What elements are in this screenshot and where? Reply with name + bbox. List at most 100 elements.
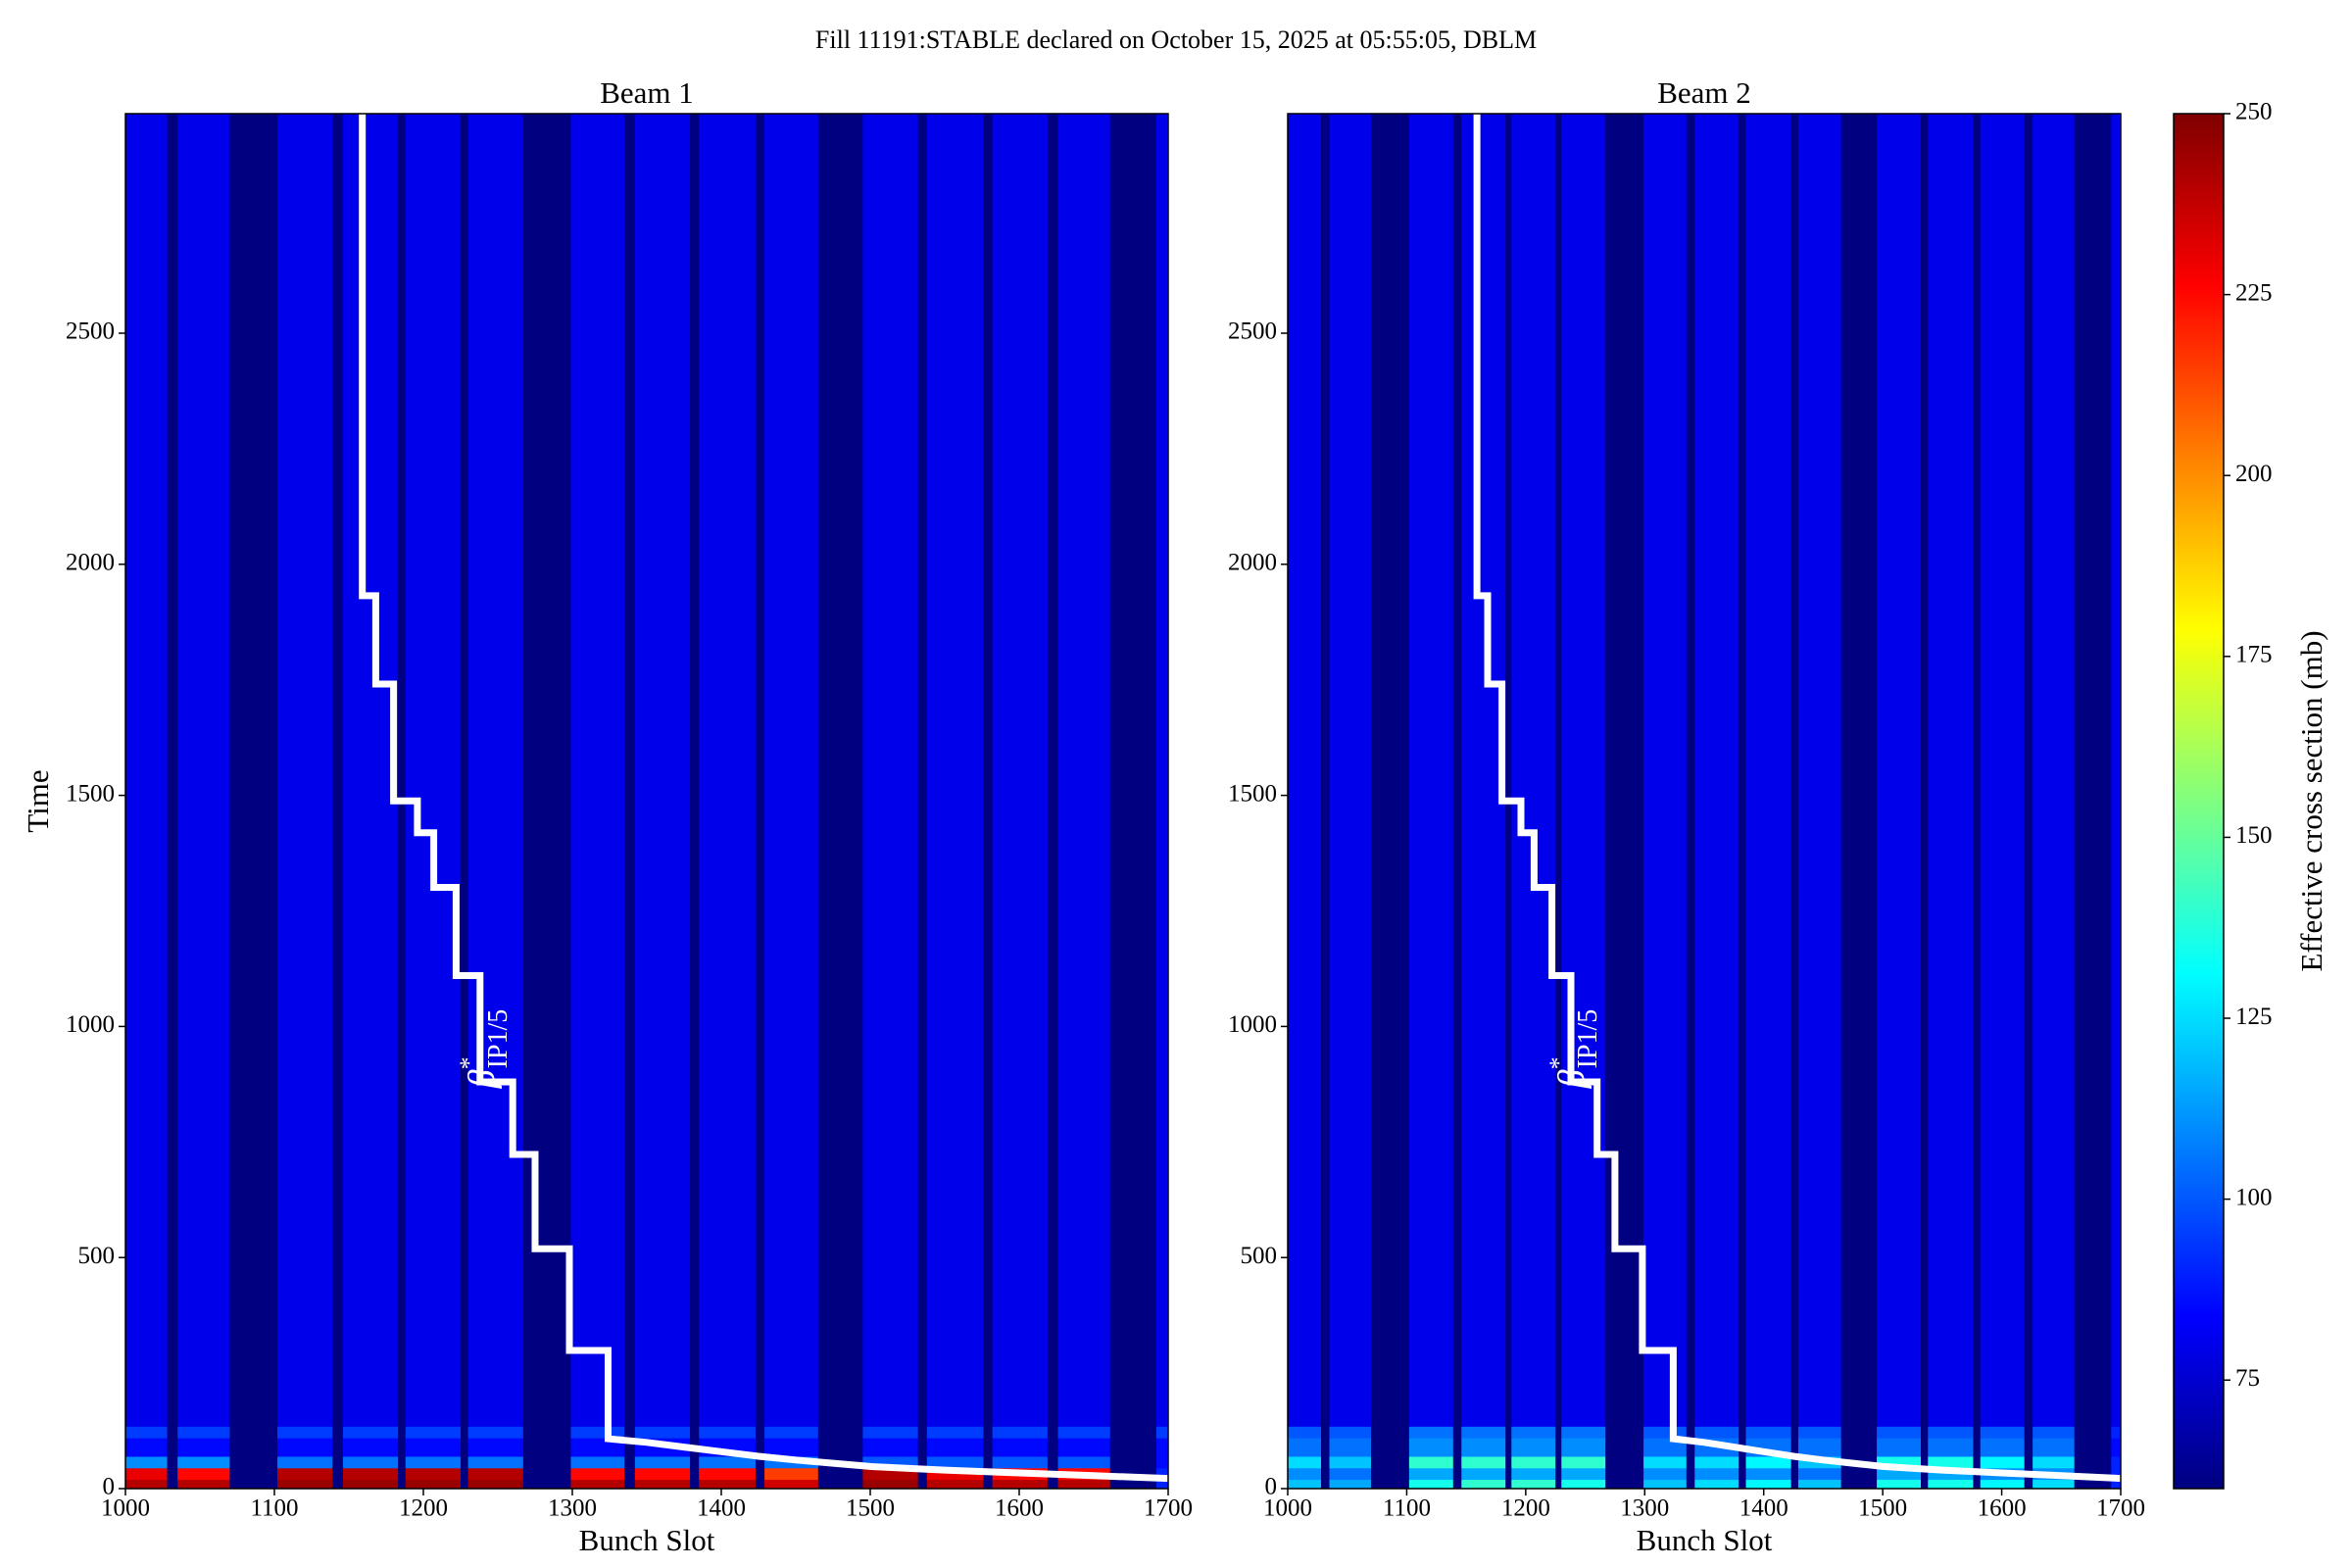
heatmap-cell [699,114,757,1427]
heatmap-cell [1155,114,1169,1427]
heatmap-cell [277,114,333,1427]
heatmap-cell [1511,114,1556,1427]
y-tick-label: 1000 [1228,1011,1277,1038]
figure-title: Fill 11191:STABLE declared on October 15… [815,25,1537,54]
heatmap-cell [2024,1455,2034,1469]
heatmap-cell [405,114,462,1427]
heatmap-cell [177,1479,230,1490]
heatmap-cell [2074,1426,2112,1439]
heatmap-cell [332,1455,344,1469]
heatmap-cell [342,1455,399,1469]
heatmap-cell [229,1467,278,1481]
heatmap-cell [634,1455,691,1469]
heatmap-cell [983,1479,994,1490]
heatmap-cell [1047,1479,1059,1490]
heatmap-cell [1790,1455,1799,1469]
heatmap-cell [1155,1438,1169,1457]
heatmap-cell [1605,1455,1644,1469]
heatmap-cell [1505,1479,1512,1490]
beta-star-line [359,114,1169,1483]
heatmap-cell [1408,1455,1454,1469]
heatmap-cell [992,114,1049,1427]
heatmap-cell [1321,1426,1330,1439]
heatmap-cell [1155,1479,1169,1490]
heatmap-cell [1288,1467,1322,1481]
heatmap-cell [755,1467,765,1481]
heatmap-cell [1329,1479,1372,1490]
heatmap-cell [690,114,700,1427]
annotation-symbol: β [1551,1069,1592,1089]
y-tick-label: 0 [1265,1474,1278,1500]
heatmap-cell [1155,1426,1169,1439]
heatmap-cell [1739,1467,1746,1481]
heatmap-cell [817,1467,863,1481]
heatmap-cell [1790,114,1799,1427]
heatmap-cell [1555,1479,1562,1490]
heatmap-cell [992,1479,1049,1490]
heatmap-cell [1288,1426,1322,1439]
heatmap-cell [277,1438,333,1457]
heatmap-cell [332,1438,344,1457]
heatmap-cell [1555,1467,1562,1481]
heatmap-cell [1840,1467,1878,1481]
heatmap-cell [817,1426,863,1439]
heatmap-cell [570,114,625,1427]
heatmap-cell [2033,1479,2076,1490]
heatmap-cell [2024,1438,2034,1457]
heatmap-cell [1928,1479,1974,1490]
heatmap-cell [1452,1455,1462,1469]
heatmap-cell [1511,1479,1556,1490]
x-tick-label: 1200 [1501,1495,1550,1522]
heatmap-cell [1321,1438,1330,1457]
heatmap-cell [1840,1426,1878,1439]
heatmap-cell [1797,114,1842,1427]
heatmap-cell [1686,1479,1695,1490]
heatmap-cell [1980,1455,2026,1469]
colorbar-tick-label: 250 [2235,99,2273,125]
y-axis-label: Time [21,769,55,832]
colorbar [2173,113,2225,1490]
heatmap-cell [1797,1467,1842,1481]
heatmap-cell [1555,1426,1562,1439]
heatmap-cell [1928,1426,1974,1439]
x-tick-label: 1300 [1620,1495,1669,1522]
heatmap-cell [277,1467,333,1481]
heatmap-cell [1686,1467,1695,1481]
heatmap-cell [992,1426,1049,1439]
heatmap-cell [332,1479,344,1490]
heatmap-cell [1505,1426,1512,1439]
y-tick-label: 500 [78,1243,116,1269]
heatmap-cell [2111,1467,2122,1481]
heatmap-cell [1321,1467,1330,1481]
heatmap-cell [926,1426,985,1439]
heatmap-cell [755,1426,765,1439]
heatmap-cell [862,1479,919,1490]
heatmap-cell [1461,1467,1506,1481]
heatmap-cell [1452,114,1462,1427]
heatmap-cell [817,114,863,1427]
x-tick-label: 1000 [1263,1495,1312,1522]
heatmap-cell [1321,114,1330,1427]
x-tick-label: 1600 [1978,1495,2027,1522]
x-tick-label: 1000 [101,1495,150,1522]
heatmap-cell [1745,114,1792,1427]
heatmap-cell [461,1467,469,1481]
heatmap-cell [1288,1438,1322,1457]
heatmap-cell [405,1455,462,1469]
heatmap-cell [1561,1455,1606,1469]
heatmap-cell [1555,1438,1562,1457]
heatmap-cell [1511,1426,1556,1439]
heatmap-cell [461,1426,469,1439]
x-tick-label: 1500 [846,1495,895,1522]
x-tick-label: 1200 [399,1495,448,1522]
y-tick-label: 1500 [1228,780,1277,807]
heatmap-cell [1686,114,1695,1427]
heatmap-cell [1461,1438,1506,1457]
heatmap-cell [125,1438,169,1457]
heatmap-cell [177,1455,230,1469]
heatmap-cell [1973,1438,1982,1457]
heatmap-cell [229,1426,278,1439]
heatmap-cell [1877,1426,1922,1439]
heatmap-cell [1928,114,1974,1427]
